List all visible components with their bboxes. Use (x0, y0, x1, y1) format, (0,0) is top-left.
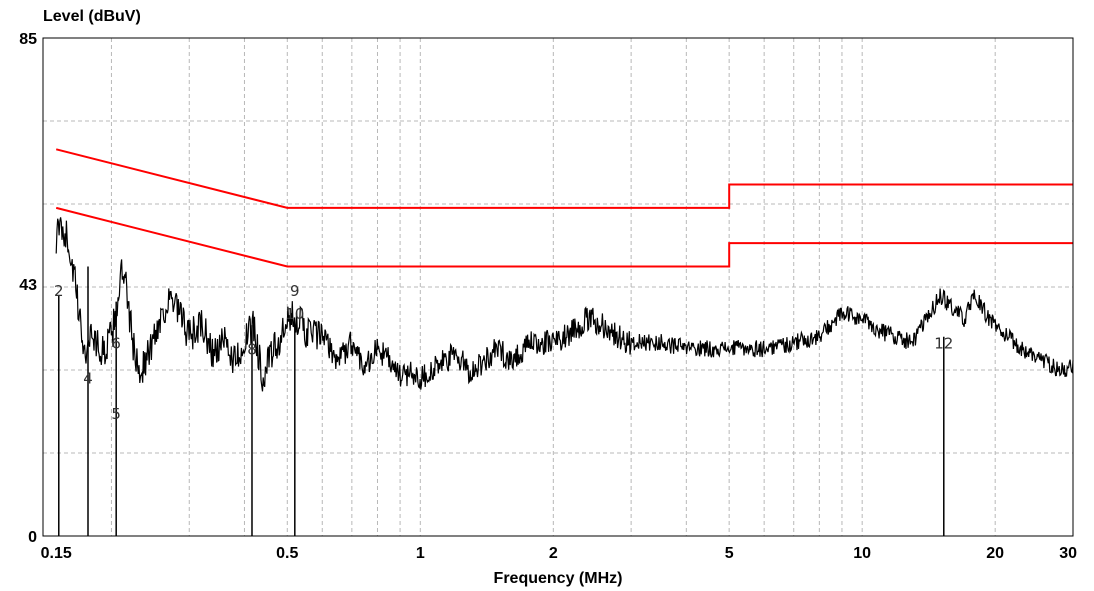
x-axis-label: Frequency (MHz) (494, 570, 623, 587)
y-tick-labels: 0 43 85 (19, 31, 37, 546)
markers: 2 45 6 8 9 10 12 (54, 266, 953, 536)
marker-label: 6 (111, 335, 121, 353)
y-tick-label: 85 (19, 31, 37, 48)
marker-label: 9 (290, 282, 300, 300)
x-tick-label: 0.15 (41, 545, 72, 562)
marker-label: 10 (285, 305, 304, 323)
x-tick-label: 30 (1059, 545, 1077, 562)
limit-lines (55, 148, 1073, 268)
marker-label: 2 (54, 282, 64, 300)
x-tick-label: 0.5 (276, 545, 298, 562)
marker-label: 12 (934, 335, 953, 353)
x-tick-label: 5 (725, 545, 734, 562)
plot-frame (42, 37, 1074, 537)
y-tick-label: 0 (28, 529, 37, 546)
x-tick-label: 10 (853, 545, 871, 562)
x-tick-label: 1 (416, 545, 425, 562)
y-tick-label: 43 (19, 277, 37, 294)
marker-label: 5 (111, 405, 121, 423)
grid (43, 38, 1073, 536)
x-tick-labels: 0.15 0.5 1 2 5 10 20 30 (41, 545, 1077, 562)
measured-trace (55, 217, 1074, 392)
series-layer (55, 217, 1074, 392)
limit-line (55, 206, 1073, 268)
marker-label: 4 (83, 370, 93, 388)
y-axis-label: Level (dBuV) (43, 8, 141, 25)
x-tick-label: 20 (986, 545, 1004, 562)
limit-line (55, 148, 1073, 209)
marker-label: 8 (247, 340, 257, 358)
x-tick-label: 2 (549, 545, 558, 562)
